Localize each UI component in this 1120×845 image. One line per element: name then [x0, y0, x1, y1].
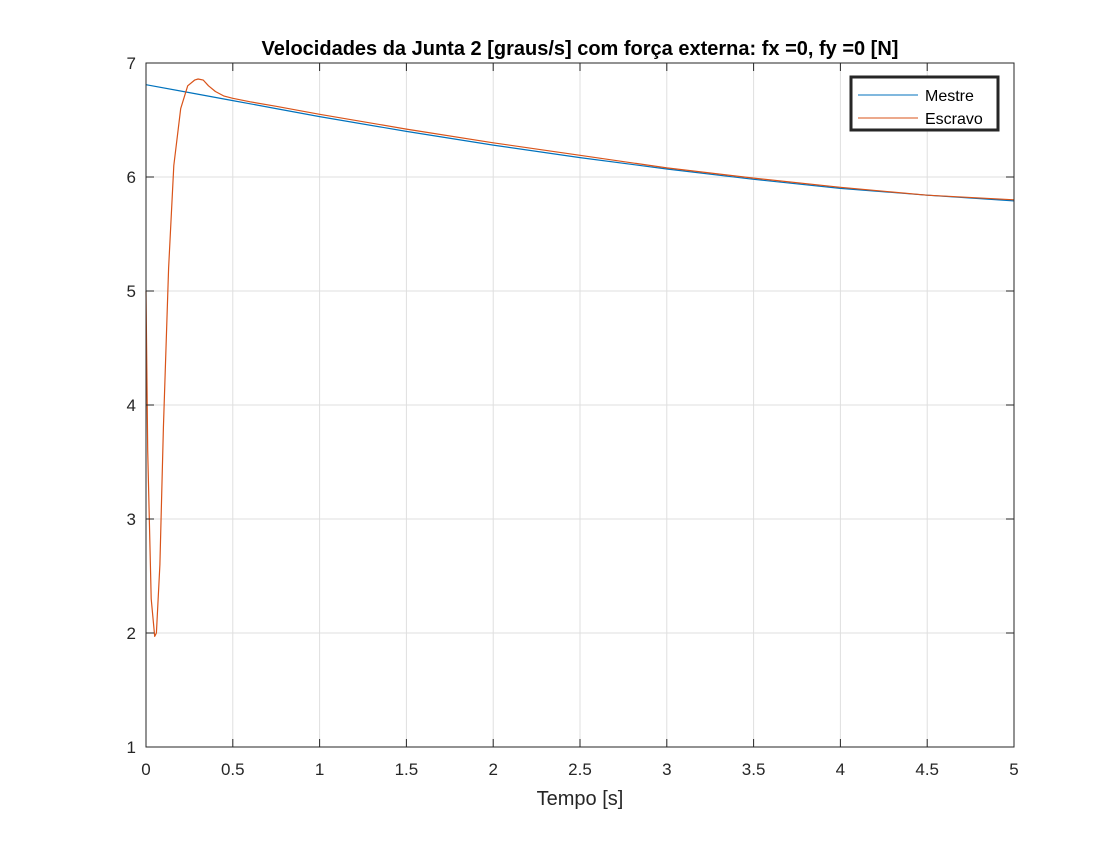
x-tick-label: 1.5 — [395, 760, 419, 779]
x-tick-label: 4.5 — [915, 760, 939, 779]
x-axis: 0 0.5 1 1.5 2 2.5 3 3.5 4 4.5 5 — [141, 63, 1019, 779]
y-tick-label: 5 — [127, 282, 136, 301]
x-tick-label: 2.5 — [568, 760, 592, 779]
chart-title: Velocidades da Junta 2 [graus/s] com for… — [262, 38, 899, 60]
series-layer — [145, 78, 1015, 638]
series-line-mestre — [145, 84, 1015, 202]
x-tick-label: 3.5 — [742, 760, 766, 779]
x-tick-label: 0.5 — [221, 760, 245, 779]
x-tick-label: 2 — [488, 760, 497, 779]
legend-box — [849, 75, 1000, 132]
y-axis: 1 2 3 4 5 6 7 — [127, 54, 1014, 757]
legend: Mestre Escravo — [849, 75, 1000, 132]
y-tick-label: 1 — [127, 738, 136, 757]
series-line-escravo — [145, 78, 1015, 638]
legend-label-escravo: Escravo — [925, 111, 983, 128]
x-tick-label: 3 — [662, 760, 671, 779]
x-tick-label: 1 — [315, 760, 324, 779]
x-axis-label: Tempo [s] — [537, 788, 624, 810]
y-tick-label: 3 — [127, 510, 136, 529]
y-tick-label: 4 — [127, 396, 136, 415]
y-tick-label: 2 — [127, 624, 136, 643]
x-tick-label: 4 — [836, 760, 845, 779]
y-tick-label: 6 — [127, 168, 136, 187]
x-tick-label: 0 — [141, 760, 150, 779]
legend-label-mestre: Mestre — [925, 88, 974, 105]
y-tick-label: 7 — [127, 54, 136, 73]
x-tick-label: 5 — [1009, 760, 1018, 779]
